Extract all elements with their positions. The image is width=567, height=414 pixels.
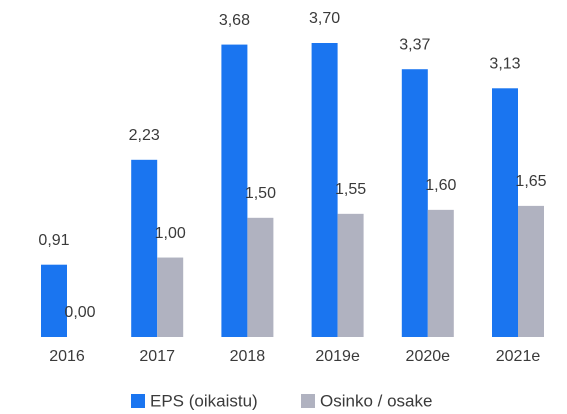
bar: [41, 264, 67, 337]
value-label: 0,91: [38, 232, 69, 249]
value-label: 0,00: [64, 304, 95, 321]
bar: [337, 213, 364, 337]
bar: [157, 257, 184, 337]
bar: [311, 43, 338, 337]
x-tick-label: 2019e: [315, 348, 360, 365]
bar: [401, 69, 428, 337]
bar: [427, 209, 454, 337]
value-label: 1,65: [515, 173, 546, 190]
x-tick-label: 2017: [139, 348, 175, 365]
value-label: 1,55: [335, 181, 366, 198]
value-label: 2,23: [129, 127, 160, 144]
legend-swatch: [131, 394, 145, 408]
value-label: 3,68: [219, 12, 250, 29]
bar: [518, 205, 544, 337]
x-tick-label: 2016: [49, 348, 85, 365]
legend-label: Osinko / osake: [320, 391, 432, 410]
value-label: 1,00: [155, 225, 186, 242]
value-label: 3,37: [399, 36, 430, 53]
value-label: 1,50: [245, 185, 276, 202]
value-label: 3,70: [309, 10, 340, 27]
legend-swatch: [301, 394, 315, 408]
x-tick-label: 2018: [230, 348, 266, 365]
bar: [247, 217, 274, 337]
bar: [131, 159, 158, 337]
bar: [221, 44, 248, 338]
legend-label: EPS (oikaistu): [150, 391, 258, 410]
x-tick-label: 2021e: [496, 348, 541, 365]
value-label: 1,60: [425, 177, 456, 194]
bar: [492, 88, 518, 337]
x-tick-label: 2020e: [406, 348, 451, 365]
value-label: 3,13: [489, 56, 520, 73]
